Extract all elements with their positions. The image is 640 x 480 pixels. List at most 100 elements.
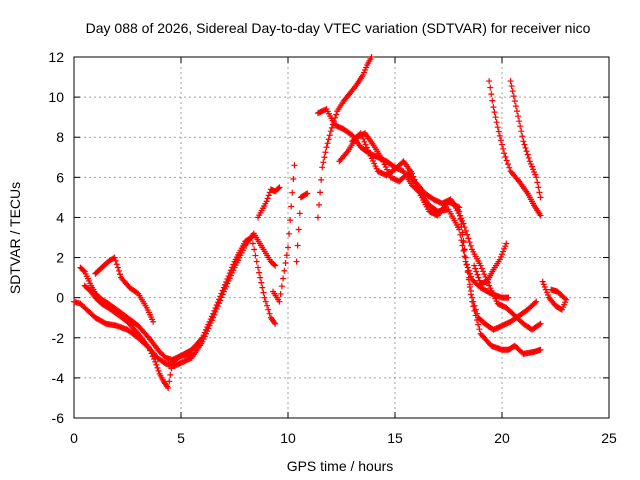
data-point [295, 226, 302, 233]
data-point [492, 114, 499, 121]
data-point [286, 230, 293, 237]
y-tick-labels: -6 -4 -2 0 2 4 6 8 10 12 [48, 49, 64, 426]
data-point [471, 307, 478, 314]
data-point [275, 185, 282, 192]
data-point [532, 171, 539, 178]
data-point [365, 147, 372, 154]
data-point [506, 164, 513, 171]
data-point [543, 289, 550, 296]
data-point [276, 298, 283, 305]
data-point [461, 224, 468, 231]
data-point [496, 256, 503, 263]
series-track-6 [270, 162, 298, 305]
x-tick-label: 10 [280, 430, 296, 446]
data-marks [71, 54, 570, 391]
data-point [115, 267, 122, 274]
data-point [533, 298, 540, 305]
data-point [357, 130, 364, 137]
data-point [531, 168, 538, 175]
chart-title: Day 088 of 2026, Sidereal Day-to-day VTE… [86, 20, 591, 36]
series-track-1 [71, 298, 195, 391]
data-point [517, 123, 524, 130]
data-point [257, 274, 264, 281]
data-point [497, 253, 504, 260]
x-tick-label: 15 [387, 430, 403, 446]
data-point [535, 184, 542, 191]
data-point [515, 113, 522, 120]
data-point [481, 271, 488, 278]
data-point [152, 358, 159, 365]
data-point [537, 212, 544, 219]
y-tick-label: 2 [56, 250, 64, 266]
data-point [459, 242, 466, 249]
data-point [477, 262, 484, 269]
data-point [415, 186, 422, 193]
data-point [150, 318, 157, 325]
data-point [227, 272, 234, 279]
data-point [500, 145, 507, 152]
data-point [361, 138, 368, 145]
data-point [256, 269, 263, 276]
data-point [505, 294, 512, 301]
data-point [480, 268, 487, 275]
data-point [218, 294, 225, 301]
series-track-8 [314, 54, 375, 221]
data-point [532, 299, 539, 306]
data-point [216, 300, 223, 307]
data-point [219, 291, 226, 298]
data-point [285, 244, 291, 251]
data-point [542, 286, 549, 293]
data-point [212, 308, 219, 315]
data-point [466, 239, 473, 246]
data-point [476, 326, 483, 333]
data-point [226, 275, 233, 282]
data-point [210, 314, 217, 321]
data-point [251, 246, 258, 253]
data-point [537, 194, 544, 201]
data-point [204, 328, 211, 335]
data-point [545, 291, 552, 298]
data-point [199, 338, 206, 345]
data-point [333, 111, 340, 118]
data-point [206, 322, 213, 329]
data-point [467, 242, 474, 249]
data-point [548, 286, 555, 293]
data-point [465, 235, 472, 242]
data-point [537, 346, 544, 353]
data-point [262, 298, 269, 305]
data-point [410, 173, 417, 180]
data-point [207, 320, 214, 327]
y-tick-label: 0 [56, 290, 64, 306]
data-point [314, 214, 321, 221]
data-point [503, 157, 510, 164]
data-point [464, 269, 471, 276]
data-point [462, 254, 469, 261]
data-point [259, 284, 266, 291]
data-point [478, 265, 485, 272]
y-tick-label: 6 [56, 169, 64, 185]
data-point [509, 88, 516, 95]
data-point [488, 91, 495, 98]
data-point [280, 275, 287, 282]
data-point [155, 367, 162, 374]
data-point [326, 132, 333, 139]
y-tick-label: -4 [52, 370, 65, 386]
data-point [290, 176, 297, 183]
data-point [464, 231, 471, 238]
data-point [224, 280, 231, 287]
data-point [265, 306, 272, 313]
data-point [225, 277, 232, 284]
data-point [294, 242, 301, 249]
data-point [358, 133, 365, 140]
data-point [516, 118, 523, 125]
data-point [278, 283, 285, 290]
data-point [459, 229, 466, 236]
data-point [534, 179, 541, 186]
data-point [229, 269, 236, 276]
data-point [291, 162, 298, 169]
data-point [465, 276, 472, 283]
data-point [487, 84, 494, 91]
series-track-11 [349, 130, 544, 357]
data-point [489, 97, 496, 104]
grid [74, 57, 609, 418]
